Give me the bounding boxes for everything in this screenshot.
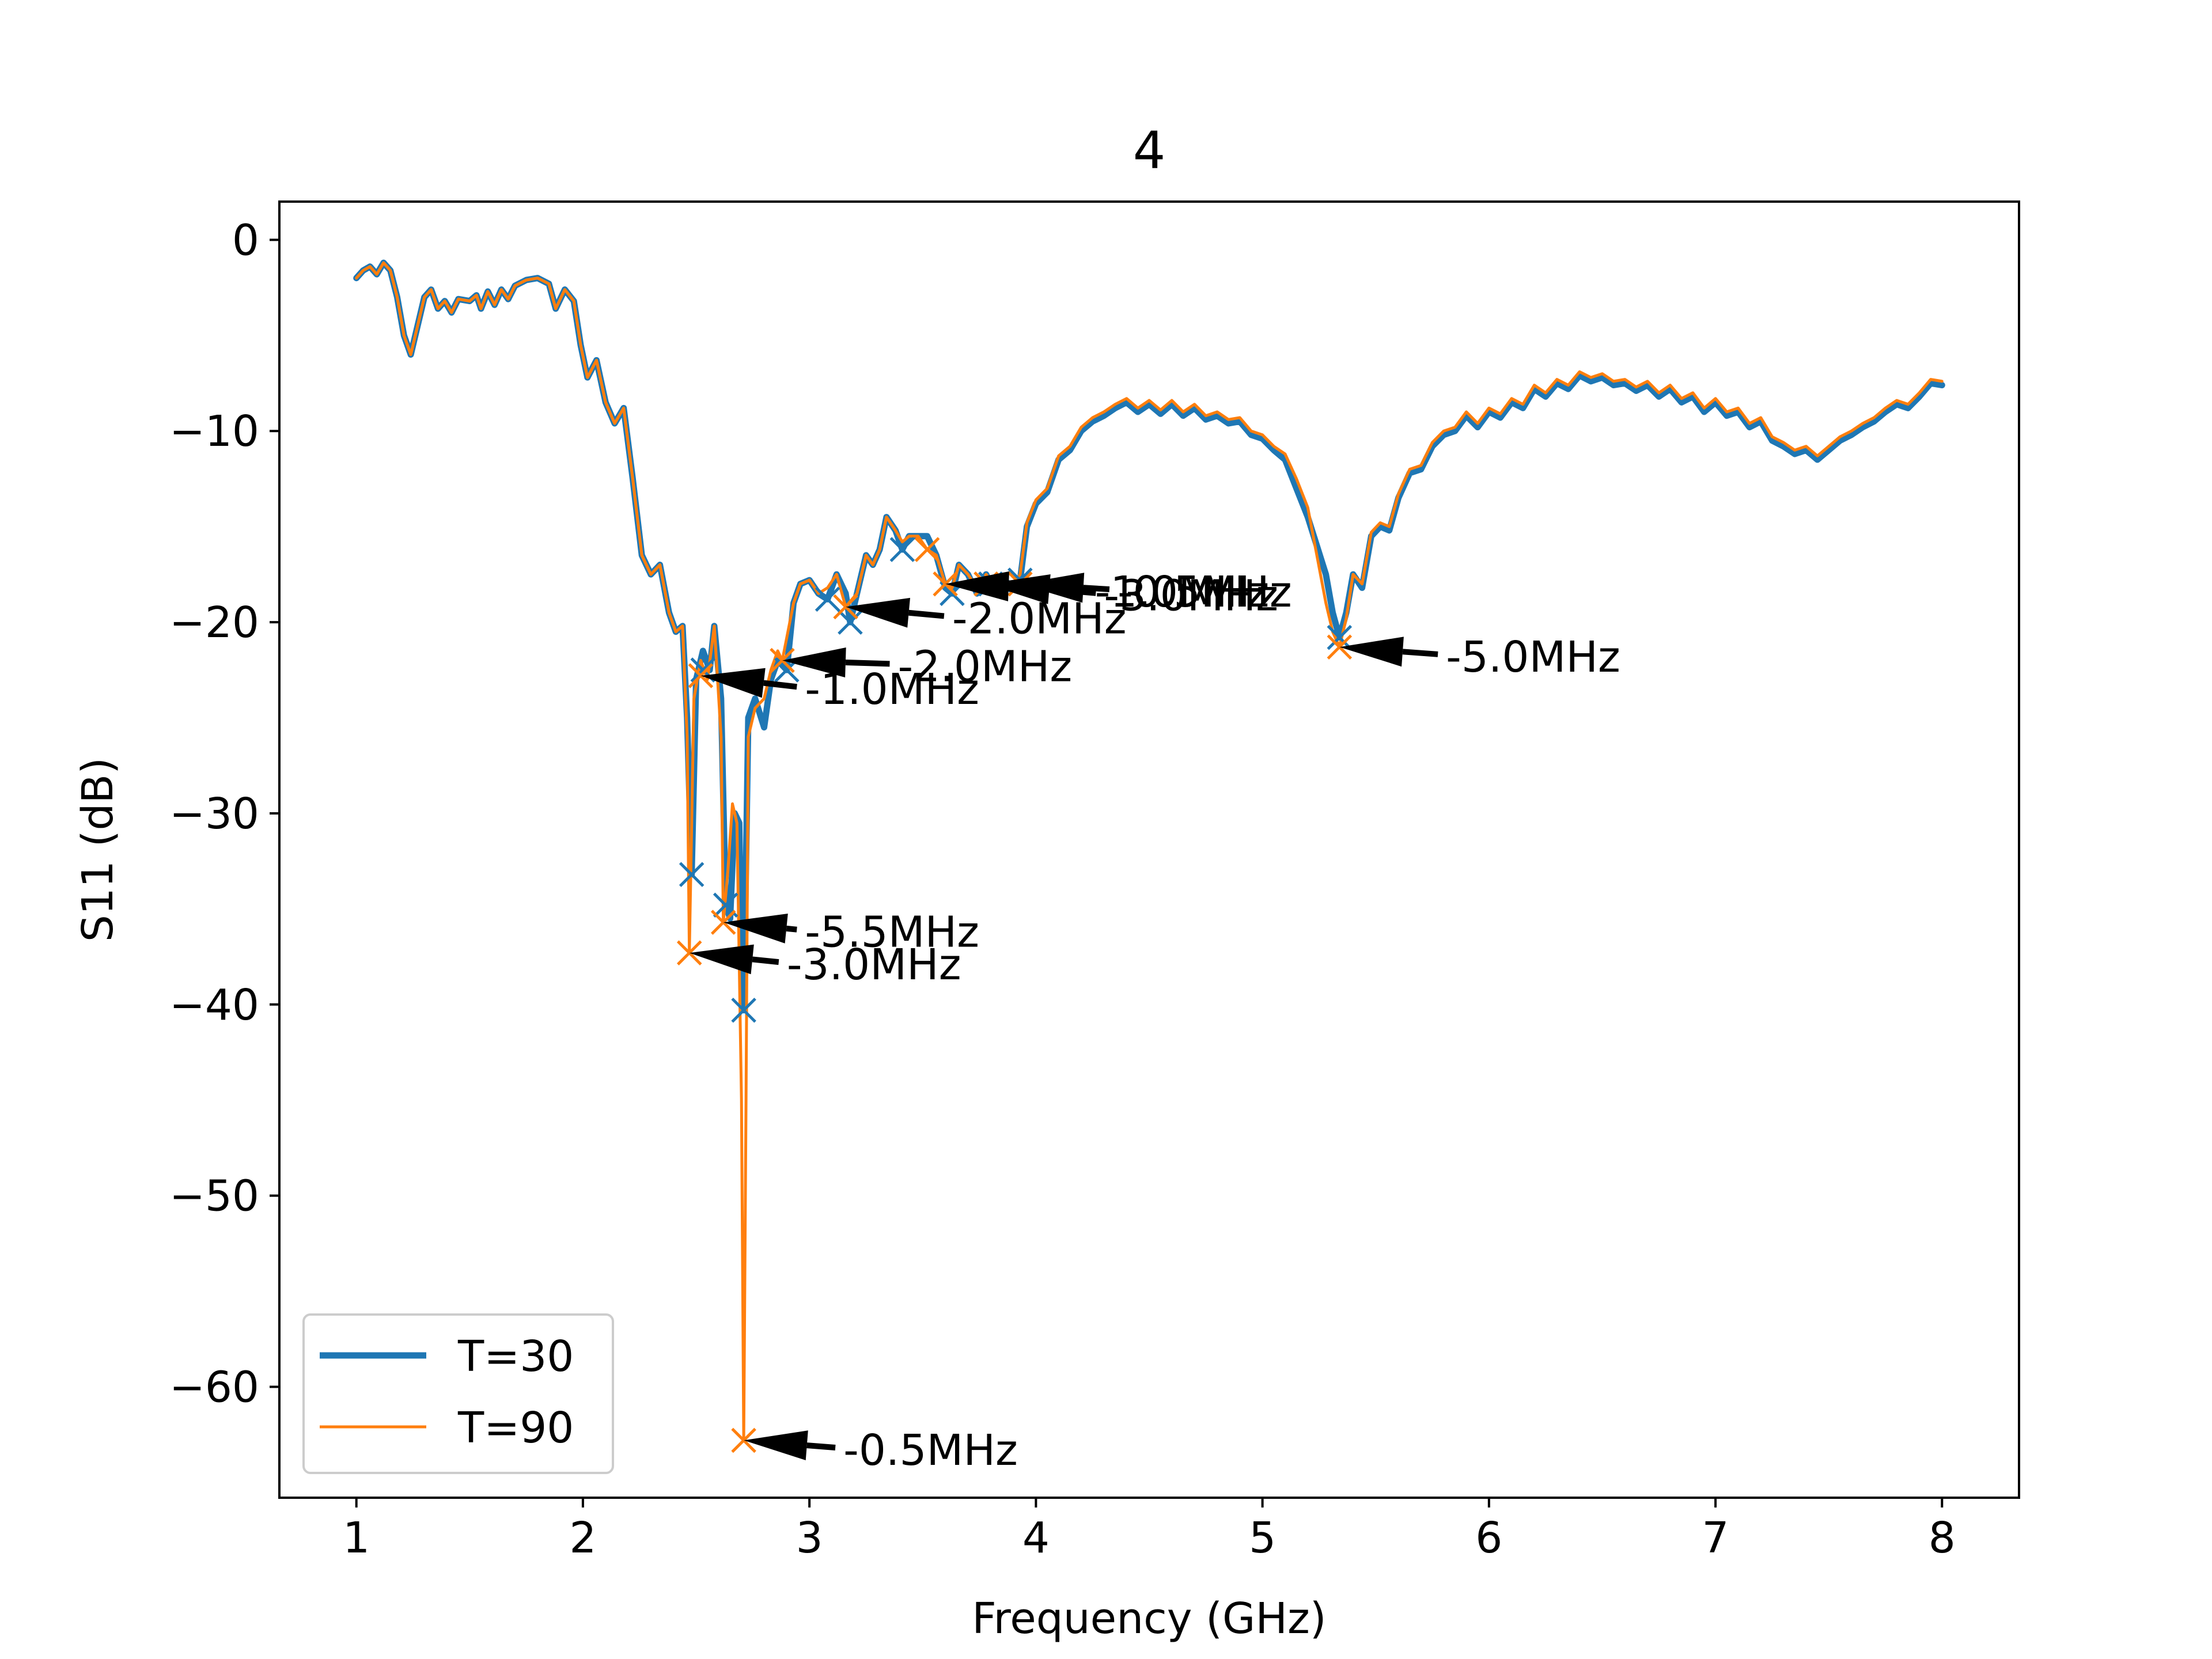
annotation-arrow-head bbox=[846, 597, 910, 628]
x-axis: 1 2 3 4 5 6 7 8 bbox=[343, 1498, 1956, 1563]
marker-t90 bbox=[933, 571, 958, 597]
chart-title: 4 bbox=[1133, 120, 1166, 180]
marker-t90 bbox=[688, 663, 714, 688]
annotation-arrow-shaft bbox=[1402, 649, 1438, 657]
annotation: -0.5MHz bbox=[1020, 567, 1292, 617]
annotation: -3.0MHz bbox=[689, 940, 961, 990]
y-axis-label: S11 (dB) bbox=[73, 757, 123, 942]
x-tick-label: 1 bbox=[343, 1513, 370, 1563]
y-axis: 0 −10 −20 −30 −40 −50 −60 bbox=[169, 215, 279, 1412]
annotation-label: -1.0MHz bbox=[1095, 567, 1270, 617]
annotation: -2.0MHz bbox=[782, 642, 1072, 691]
marker-t30 bbox=[1327, 624, 1353, 650]
annotation-arrow-shaft bbox=[908, 609, 945, 619]
x-tick-label: 2 bbox=[569, 1513, 596, 1563]
x-tick-label: 5 bbox=[1249, 1513, 1276, 1563]
annotation: -1.0MHz bbox=[945, 567, 1269, 617]
annotation-arrow-shaft bbox=[1083, 585, 1110, 592]
annotation-arrow-head bbox=[1339, 637, 1404, 667]
marker-t30 bbox=[679, 862, 704, 887]
marker-t90 bbox=[1327, 634, 1353, 660]
annotation-arrow-shaft bbox=[806, 1442, 836, 1451]
annotation: -3.0MHz bbox=[986, 571, 1278, 621]
y-tick-label: −10 bbox=[169, 407, 259, 456]
annotation-arrow-head bbox=[723, 914, 788, 944]
marker-t30 bbox=[838, 609, 863, 635]
legend-label-t30: T=30 bbox=[457, 1332, 574, 1381]
marker-t90 bbox=[770, 647, 795, 673]
x-axis-label: Frequency (GHz) bbox=[972, 1594, 1326, 1643]
marker-t90 bbox=[731, 1427, 756, 1453]
annotation: -0.5MHz bbox=[744, 1426, 1018, 1475]
x-tick-label: 7 bbox=[1702, 1513, 1729, 1563]
x-tick-label: 3 bbox=[796, 1513, 823, 1563]
annotation-arrow-shaft bbox=[763, 680, 797, 690]
annotation-arrow-head bbox=[1020, 573, 1085, 603]
marker-t30 bbox=[889, 537, 915, 562]
x-tick-label: 8 bbox=[1929, 1513, 1956, 1563]
annotation-label: -3.0MHz bbox=[787, 940, 961, 990]
annotation-arrow-head bbox=[689, 944, 754, 975]
annotation-label: -3.0MHz bbox=[1104, 571, 1278, 621]
annotation-label: -5.5MHz bbox=[805, 908, 979, 957]
marker-t30 bbox=[815, 586, 840, 612]
legend-label-t90: T=90 bbox=[457, 1403, 574, 1453]
y-tick-label: −40 bbox=[169, 980, 259, 1030]
annotation-label: -2.0MHz bbox=[952, 594, 1127, 643]
annotation-arrow-shaft bbox=[786, 925, 797, 933]
x-tick-label: 6 bbox=[1475, 1513, 1502, 1563]
annotation: -2.0MHz bbox=[846, 594, 1127, 643]
plot-frame bbox=[278, 200, 2020, 1499]
annotation-label: -2.0MHz bbox=[898, 642, 1073, 691]
y-tick-label: −50 bbox=[169, 1172, 259, 1221]
marker-t30 bbox=[731, 997, 756, 1023]
annotation-arrow-shaft bbox=[845, 659, 890, 667]
annotation-arrow-head bbox=[945, 571, 1009, 601]
y-tick-label: −30 bbox=[169, 789, 259, 839]
annotation-label: -0.5MHz bbox=[1118, 567, 1292, 617]
annotation-arrow-head bbox=[744, 1430, 808, 1460]
annotation-layer: -3.0MHz-5.5MHz-0.5MHz-1.0MHz-2.0MHz-2.0M… bbox=[689, 567, 1620, 1475]
annotation-arrow-head bbox=[782, 647, 846, 677]
marker-t90 bbox=[914, 537, 940, 562]
marker-t90 bbox=[833, 594, 858, 620]
annotation-arrow-shaft bbox=[752, 956, 779, 965]
annotation-arrow-head bbox=[700, 668, 766, 698]
y-tick-label: 0 bbox=[232, 215, 259, 265]
annotation-label: -0.5MHz bbox=[843, 1426, 1018, 1475]
annotation: -5.5MHz bbox=[723, 908, 979, 957]
annotation: -5.0MHz bbox=[1339, 632, 1620, 682]
y-tick-label: −20 bbox=[169, 598, 259, 647]
x-tick-label: 4 bbox=[1022, 1513, 1050, 1563]
legend: T=30 T=90 bbox=[302, 1313, 614, 1474]
y-tick-label: −60 bbox=[169, 1363, 259, 1412]
annotation-label: -5.0MHz bbox=[1446, 632, 1620, 682]
